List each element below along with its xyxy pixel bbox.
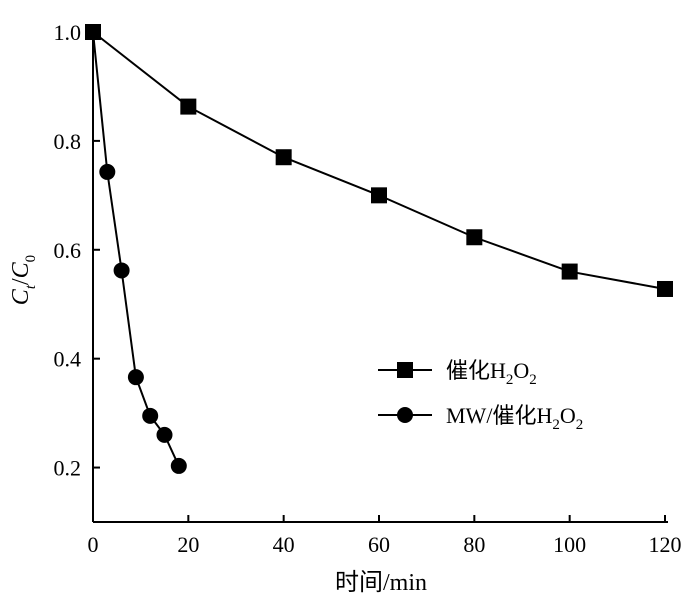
y-tick-label: 0.4	[54, 347, 82, 372]
legend: 催化H2O2 MW/催化H2O2	[378, 358, 583, 433]
x-axis-ticks: 0 20 40 60 80 100 120	[88, 515, 682, 557]
y-tick-label: 0.8	[54, 129, 82, 154]
data-point-circle	[170, 457, 187, 474]
legend-item-2: MW/催化H2O2	[378, 403, 583, 433]
x-tick-label: 20	[177, 532, 199, 557]
legend-label-2-prefix: MW/催化H	[446, 403, 552, 428]
data-point-square	[180, 98, 197, 115]
x-axis-label: 时间/min	[335, 569, 427, 596]
y-label-main: C	[8, 288, 34, 305]
legend-item-1: 催化H2O2	[378, 358, 537, 388]
series-line-1	[92, 31, 666, 290]
legend-label-1-mid: O	[513, 358, 529, 383]
data-point-circle	[113, 262, 130, 279]
data-point-circle	[85, 24, 101, 40]
data-point-circle	[142, 407, 159, 424]
data-point-square	[657, 280, 673, 297]
series-layer	[85, 24, 673, 474]
y-tick-label: 1.0	[54, 20, 82, 45]
svg-text:MW/催化H2O2: MW/催化H2O2	[446, 403, 583, 433]
svg-text:Ct/C0: Ct/C0	[8, 255, 39, 305]
data-point-square	[561, 263, 578, 280]
legend-label-1-prefix: 催化H	[446, 358, 506, 383]
legend-marker-circle	[397, 407, 413, 423]
data-point-circle	[99, 163, 116, 180]
data-point-square	[466, 229, 483, 246]
y-label-denom-sub: 0	[23, 255, 39, 263]
y-tick-label: 0.6	[54, 238, 82, 263]
legend-marker-square	[397, 362, 413, 378]
legend-label-1-sub1: 2	[506, 372, 514, 388]
x-tick-label: 60	[368, 532, 390, 557]
y-label-main-sub: t	[23, 284, 39, 289]
y-label-sep: /	[8, 278, 34, 285]
legend-label-2-sub1: 2	[552, 417, 560, 433]
legend-label-2-mid: O	[560, 403, 576, 428]
y-axis-label: Ct/C0	[8, 255, 39, 305]
legend-label-1-sub2: 2	[529, 372, 537, 388]
y-label-denom: C	[8, 261, 34, 278]
svg-text:催化H2O2: 催化H2O2	[446, 358, 537, 388]
data-point-square	[275, 149, 292, 166]
x-tick-label: 100	[553, 532, 586, 557]
data-point-square	[371, 187, 387, 204]
x-tick-label: 40	[273, 532, 295, 557]
data-point-circle	[127, 369, 144, 386]
x-tick-label: 80	[463, 532, 485, 557]
x-tick-label: 0	[88, 532, 99, 557]
x-tick-label: 120	[649, 532, 682, 557]
series-line-2	[92, 31, 180, 467]
legend-label-2-sub2: 2	[576, 417, 584, 433]
y-tick-label: 0.2	[54, 456, 82, 481]
data-point-circle	[156, 426, 173, 443]
